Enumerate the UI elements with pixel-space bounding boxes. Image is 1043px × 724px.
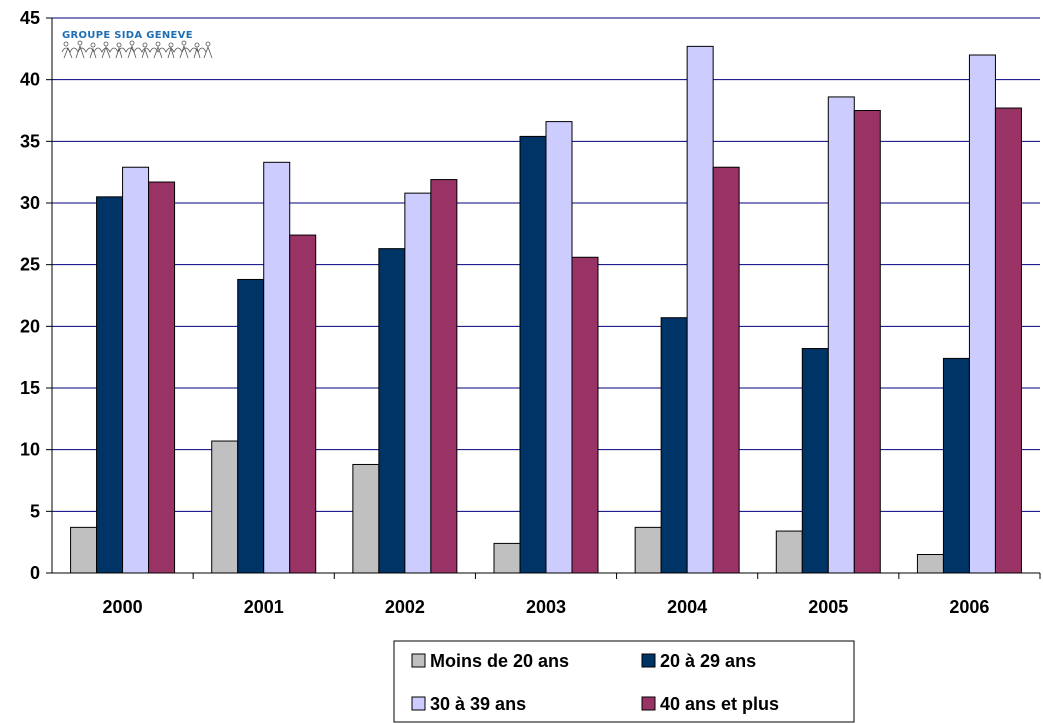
bar-30-a-39-ans-2004	[686, 45, 714, 574]
bar-40-ans-et-plus-2005	[853, 110, 881, 574]
legend-swatch-moins-de-20-ans	[411, 653, 426, 668]
bar-30-a-39-ans-2000	[122, 166, 150, 574]
bar-moins-de-20-ans-2006	[916, 554, 944, 574]
x-tick-label-2003: 2003	[526, 597, 566, 617]
bar-40-ans-et-plus-2002	[430, 179, 458, 574]
bars	[70, 45, 1022, 574]
legend-swatch-30-a-39-ans	[411, 696, 426, 711]
bar-40-ans-et-plus-2004	[712, 166, 740, 574]
bar-30-a-39-ans-2006	[968, 54, 996, 574]
x-tick-label-2005: 2005	[808, 597, 848, 617]
y-tick-label-45: 45	[20, 8, 40, 28]
legend-label-30-a-39-ans: 30 à 39 ans	[430, 694, 526, 714]
y-tick-labels: 0 5 10 15 20 25 30 35 40 45	[20, 8, 40, 583]
legend-label-40-ans-et-plus: 40 ans et plus	[660, 694, 779, 714]
bar-moins-de-20-ans-2005	[775, 530, 803, 574]
x-tick-label-2002: 2002	[385, 597, 425, 617]
y-tick-label-40: 40	[20, 70, 40, 90]
y-tick-label-25: 25	[20, 255, 40, 275]
bar-20-a-29-ans-2000	[96, 196, 124, 574]
bar-40-ans-et-plus-2001	[289, 234, 317, 574]
bar-moins-de-20-ans-2003	[493, 542, 521, 574]
y-tick-label-10: 10	[20, 440, 40, 460]
bar-20-a-29-ans-2003	[519, 135, 547, 574]
bar-30-a-39-ans-2002	[404, 192, 432, 574]
legend: Moins de 20 ans 20 à 29 ans 30 à 39 ans …	[393, 640, 855, 723]
x-tick-labels: 2000 2001 2002 2003 2004 2005 2006	[103, 597, 990, 617]
logo-figures-graphic	[61, 40, 213, 59]
x-tick-label-2006: 2006	[949, 597, 989, 617]
y-tick-label-30: 30	[20, 193, 40, 213]
bar-moins-de-20-ans-2001	[211, 440, 239, 574]
y-tick-label-0: 0	[30, 563, 40, 583]
bar-30-a-39-ans-2001	[263, 161, 291, 574]
bar-40-ans-et-plus-2006	[994, 107, 1022, 574]
bar-30-a-39-ans-2003	[545, 121, 573, 574]
groupe-sida-geneve-logo: GROUPE SIDA GENEVE	[61, 30, 213, 59]
x-tick-label-2004: 2004	[667, 597, 707, 617]
y-tick-label-35: 35	[20, 131, 40, 151]
bar-30-a-39-ans-2005	[827, 96, 855, 574]
x-tick-label-2001: 2001	[244, 597, 284, 617]
legend-box	[393, 640, 855, 723]
x-tick-label-2000: 2000	[103, 597, 143, 617]
bar-20-a-29-ans-2004	[660, 317, 688, 574]
legend-swatch-40-ans-et-plus	[641, 696, 656, 711]
axes	[46, 17, 1041, 579]
bar-40-ans-et-plus-2000	[148, 181, 176, 574]
logo-text: GROUPE SIDA GENEVE	[62, 30, 193, 41]
bar-moins-de-20-ans-2002	[352, 463, 380, 574]
bar-20-a-29-ans-2006	[942, 357, 970, 574]
y-tick-label-20: 20	[20, 316, 40, 336]
bar-20-a-29-ans-2005	[801, 348, 829, 574]
legend-swatch-20-a-29-ans	[641, 653, 656, 668]
legend-label-20-a-29-ans: 20 à 29 ans	[660, 651, 756, 671]
y-tick-label-15: 15	[20, 378, 40, 398]
bar-20-a-29-ans-2001	[237, 278, 265, 574]
bar-moins-de-20-ans-2004	[634, 526, 662, 574]
bar-40-ans-et-plus-2003	[571, 256, 599, 574]
y-tick-label-5: 5	[30, 501, 40, 521]
bar-moins-de-20-ans-2000	[70, 526, 98, 574]
bar-20-a-29-ans-2002	[378, 248, 406, 574]
legend-label-moins-de-20-ans: Moins de 20 ans	[430, 651, 569, 671]
